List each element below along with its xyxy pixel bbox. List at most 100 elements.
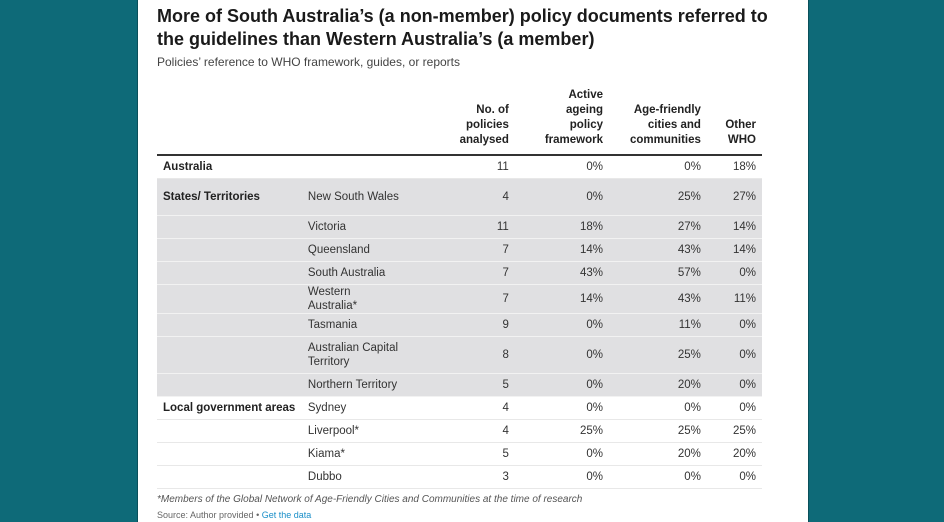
cell-other: 0% — [706, 336, 762, 374]
table-row: South Australia 7 43% 57% 0% — [157, 261, 762, 285]
cell-other: 0% — [706, 373, 762, 397]
cell-policies: 7 — [439, 284, 515, 314]
cell-other: 0% — [706, 396, 762, 420]
cell-active: 0% — [514, 313, 609, 337]
chart-panel: More of South Australia’s (a non-member)… — [137, 0, 809, 522]
cell-other: 27% — [706, 178, 762, 216]
cell-active: 0% — [514, 396, 609, 420]
table-row: Australian Capital Territory 8 0% 25% 0% — [157, 336, 762, 374]
cell-other: 25% — [706, 419, 762, 443]
row-name: Australian Capital Territory — [301, 336, 440, 374]
cell-active: 0% — [514, 336, 609, 374]
row-name: Queensland — [301, 238, 440, 262]
cell-policies: 11 — [439, 155, 515, 179]
row-group — [157, 215, 302, 239]
table-row: Kiama* 5 0% 20% 20% — [157, 442, 762, 466]
cell-agefriendly: 0% — [609, 155, 707, 179]
cell-active: 18% — [514, 215, 609, 239]
cell-policies: 4 — [439, 396, 515, 420]
cell-active: 0% — [514, 465, 609, 489]
cell-active: 14% — [514, 284, 609, 314]
row-group: Australia — [157, 155, 302, 179]
col-header-active: Active ageing policy framework — [514, 88, 609, 156]
row-name: Victoria — [301, 215, 440, 239]
col-header-agefriendly: Age-friendly cities and communities — [609, 88, 707, 156]
cell-agefriendly: 20% — [609, 373, 707, 397]
cell-other: 0% — [706, 465, 762, 489]
cell-agefriendly: 43% — [609, 238, 707, 262]
row-group — [157, 313, 302, 337]
cell-agefriendly: 20% — [609, 442, 707, 466]
cell-active: 0% — [514, 155, 609, 179]
row-name: Northern Territory — [301, 373, 440, 397]
cell-agefriendly: 11% — [609, 313, 707, 337]
table-row: States/ Territories New South Wales 4 0% 25%… — [157, 178, 762, 216]
cell-policies: 3 — [439, 465, 515, 489]
cell-policies: 11 — [439, 215, 515, 239]
table-row: Victoria 11 18% 27% 14% — [157, 215, 762, 239]
cell-policies: 7 — [439, 238, 515, 262]
cell-policies: 8 — [439, 336, 515, 374]
cell-other: 0% — [706, 313, 762, 337]
col-header-policies: No. of policies analysed — [439, 88, 515, 156]
row-group — [157, 465, 302, 489]
row-name: Western Australia* — [301, 284, 440, 314]
table-row: Australia 11 0% 0% 18% — [157, 155, 762, 179]
table-header: No. of policies analysed Active ageing p… — [157, 88, 762, 156]
row-name: Sydney — [301, 396, 440, 420]
row-group: Local government areas — [157, 396, 302, 420]
row-name: South Australia — [301, 261, 440, 285]
cell-agefriendly: 25% — [609, 336, 707, 374]
source-text: Source: Author provided — [157, 510, 254, 520]
row-name: New South Wales — [301, 178, 440, 216]
row-name: Liverpool* — [301, 419, 440, 443]
table-row: Liverpool* 4 25% 25% 25% — [157, 419, 762, 443]
cell-agefriendly: 43% — [609, 284, 707, 314]
row-name: Dubbo — [301, 465, 440, 489]
cell-active: 43% — [514, 261, 609, 285]
row-group — [157, 284, 302, 314]
source-line: Source: Author provided • Get the data — [157, 510, 311, 520]
row-name — [301, 155, 440, 179]
cell-agefriendly: 57% — [609, 261, 707, 285]
cell-agefriendly: 0% — [609, 396, 707, 420]
table-row: Western Australia* 7 14% 43% 11% — [157, 284, 762, 314]
subtitle: Policies’ reference to WHO framework, gu… — [157, 55, 460, 69]
page-title: More of South Australia’s (a non-member)… — [157, 6, 768, 49]
row-group — [157, 442, 302, 466]
row-name: Kiama* — [301, 442, 440, 466]
row-name: Tasmania — [301, 313, 440, 337]
cell-agefriendly: 25% — [609, 178, 707, 216]
get-the-data-link[interactable]: Get the data — [261, 510, 312, 520]
row-group — [157, 373, 302, 397]
row-group — [157, 238, 302, 262]
row-group — [157, 261, 302, 285]
separator: • — [253, 510, 262, 520]
cell-active: 0% — [514, 178, 609, 216]
cell-other: 18% — [706, 155, 762, 179]
table-row: Northern Territory 5 0% 20% 0% — [157, 373, 762, 397]
cell-other: 14% — [706, 238, 762, 262]
row-group — [157, 419, 302, 443]
cell-other: 20% — [706, 442, 762, 466]
cell-agefriendly: 0% — [609, 465, 707, 489]
cell-agefriendly: 25% — [609, 419, 707, 443]
row-group — [157, 336, 302, 374]
cell-policies: 4 — [439, 419, 515, 443]
cell-other: 0% — [706, 261, 762, 285]
cell-active: 14% — [514, 238, 609, 262]
cell-active: 0% — [514, 373, 609, 397]
cell-active: 25% — [514, 419, 609, 443]
cell-other: 11% — [706, 284, 762, 314]
data-table: No. of policies analysed Active ageing p… — [157, 88, 762, 489]
table-row: Tasmania 9 0% 11% 0% — [157, 313, 762, 337]
cell-active: 0% — [514, 442, 609, 466]
cell-agefriendly: 27% — [609, 215, 707, 239]
table-row: Local government areas Sydney 4 0% 0% 0% — [157, 396, 762, 420]
table-row: Queensland 7 14% 43% 14% — [157, 238, 762, 262]
footnote: *Members of the Global Network of Age-Fr… — [157, 494, 583, 505]
cell-other: 14% — [706, 215, 762, 239]
cell-policies: 5 — [439, 442, 515, 466]
col-header-other: Other WHO — [706, 88, 762, 156]
cell-policies: 9 — [439, 313, 515, 337]
